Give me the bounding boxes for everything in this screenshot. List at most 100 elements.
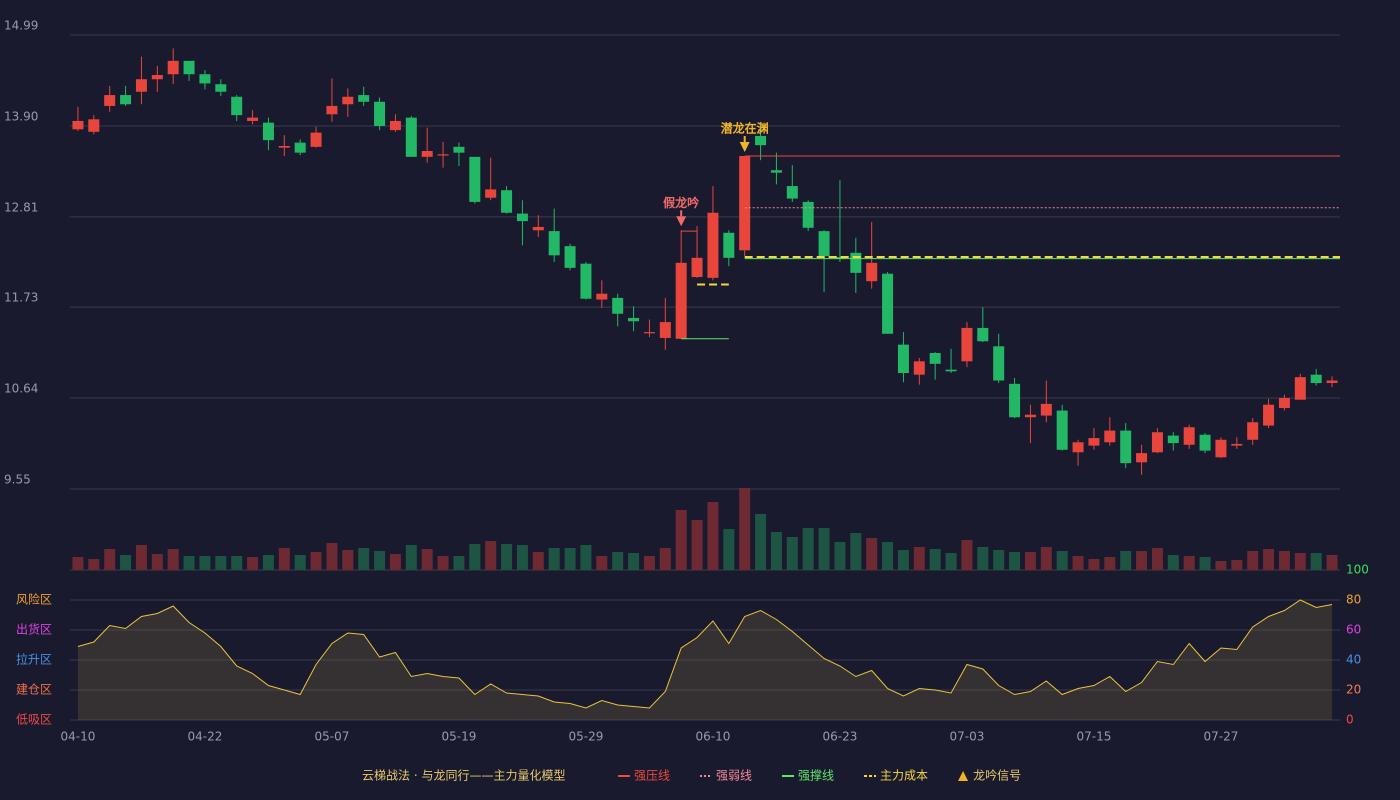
volume-bar bbox=[247, 557, 259, 570]
osc-tick-label: 60 bbox=[1346, 623, 1361, 637]
candle-body bbox=[453, 146, 465, 153]
legend-label: 强压线 bbox=[634, 769, 670, 783]
candle-body bbox=[882, 273, 894, 334]
volume-bar bbox=[1072, 556, 1084, 570]
volume-bar bbox=[1326, 555, 1338, 570]
volume-bar bbox=[1104, 557, 1116, 570]
volume-bar bbox=[1215, 561, 1227, 570]
signal-arrow bbox=[676, 216, 687, 227]
candle-body bbox=[739, 156, 751, 251]
candle-body bbox=[961, 327, 973, 362]
candle-body bbox=[723, 232, 735, 258]
osc-tick-label: 40 bbox=[1346, 653, 1361, 667]
candle-body bbox=[1247, 422, 1259, 440]
candle-body bbox=[485, 189, 497, 198]
candle-body bbox=[786, 186, 798, 199]
zone-label: 低吸区 bbox=[16, 713, 52, 727]
candle-body bbox=[389, 120, 401, 131]
volume-bar bbox=[231, 556, 243, 570]
volume-bar bbox=[786, 537, 798, 570]
volume-bar bbox=[866, 538, 878, 570]
volume-bar bbox=[945, 553, 957, 570]
candle-body bbox=[469, 156, 481, 202]
candle-body bbox=[675, 262, 687, 339]
candle-body bbox=[104, 95, 116, 106]
volume-bar bbox=[294, 555, 306, 570]
candle-body bbox=[262, 122, 274, 141]
volume-bar bbox=[897, 550, 909, 570]
candle-body bbox=[1120, 430, 1132, 464]
candle-body bbox=[310, 132, 322, 147]
candle-body bbox=[405, 117, 417, 157]
x-tick-label: 06-10 bbox=[696, 730, 731, 744]
zone-label: 拉升区 bbox=[16, 652, 52, 667]
volume-bar bbox=[977, 547, 989, 570]
volume-bar bbox=[723, 529, 735, 570]
candle-body bbox=[977, 327, 989, 342]
candle-body bbox=[612, 297, 624, 314]
candle-body bbox=[215, 84, 227, 92]
volume-bar bbox=[405, 545, 417, 570]
candle-body bbox=[1024, 414, 1036, 418]
volume-bar bbox=[104, 549, 116, 570]
volume-bar bbox=[1040, 547, 1052, 570]
legend-label: 强弱线 bbox=[716, 769, 752, 783]
candle-body bbox=[183, 60, 195, 75]
volume-bar bbox=[707, 502, 719, 570]
volume-bar bbox=[818, 528, 830, 570]
x-tick-label: 05-19 bbox=[442, 730, 477, 744]
candle-body bbox=[199, 74, 211, 84]
volume-bar bbox=[691, 520, 703, 570]
volume-bar bbox=[72, 557, 84, 570]
candle-body bbox=[707, 212, 719, 278]
candle-body bbox=[1136, 453, 1148, 463]
volume-bar bbox=[1056, 551, 1068, 570]
candle-body bbox=[231, 96, 243, 116]
osc-area bbox=[77, 600, 1333, 720]
candle-body bbox=[151, 75, 163, 80]
candle-body bbox=[755, 135, 767, 146]
candle-body bbox=[135, 79, 147, 92]
candle-body bbox=[643, 332, 655, 334]
volume-bar bbox=[1009, 552, 1021, 570]
candle-body bbox=[72, 120, 84, 130]
candle-body bbox=[1310, 374, 1322, 384]
candle-body bbox=[945, 369, 957, 372]
candle-body bbox=[1167, 435, 1179, 444]
volume-bar bbox=[1310, 553, 1322, 570]
x-tick-label: 07-03 bbox=[950, 730, 985, 744]
candle-body bbox=[1104, 430, 1116, 443]
volume-bar bbox=[882, 542, 894, 570]
candle-body bbox=[294, 142, 306, 153]
candle-body bbox=[1183, 427, 1195, 445]
osc-tick-label: 100 bbox=[1346, 563, 1369, 577]
volume-bar bbox=[580, 545, 592, 570]
x-tick-label: 06-23 bbox=[823, 730, 858, 744]
volume-bar bbox=[469, 544, 481, 570]
candle-body bbox=[1056, 410, 1068, 450]
legend-label: 龙吟信号 bbox=[973, 768, 1021, 783]
y-tick-label: 12.81 bbox=[4, 200, 38, 214]
volume-bar bbox=[739, 488, 751, 570]
volume-bar bbox=[135, 545, 147, 570]
signal-label: 潜龙在渊 bbox=[721, 121, 769, 136]
volume-bar bbox=[929, 549, 941, 570]
volume-bar bbox=[1278, 551, 1290, 570]
volume-bar bbox=[421, 549, 433, 570]
candle-body bbox=[628, 317, 640, 322]
volume-bar bbox=[1024, 552, 1036, 570]
volume-bar bbox=[961, 540, 973, 570]
candle-body bbox=[120, 95, 132, 105]
volume-bar bbox=[913, 547, 925, 570]
candle-body bbox=[1326, 380, 1338, 384]
candle-body bbox=[167, 60, 179, 75]
candle-body bbox=[659, 322, 671, 338]
candle-body bbox=[913, 361, 925, 375]
x-tick-label: 07-15 bbox=[1077, 730, 1112, 744]
candle-body bbox=[247, 117, 259, 121]
volume-bar bbox=[151, 554, 163, 570]
y-tick-label: 14.99 bbox=[4, 19, 38, 33]
